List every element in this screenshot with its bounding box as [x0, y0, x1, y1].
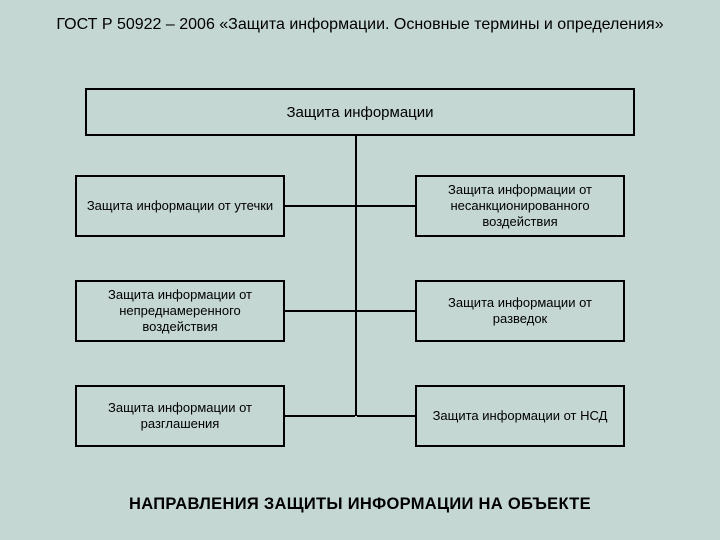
- root-label: Защита информации: [286, 104, 433, 121]
- branch-line: [285, 205, 355, 207]
- node-right-3: Защита информации от НСД: [415, 385, 625, 447]
- node-left-2: Защита информации от непреднамеренного в…: [75, 280, 285, 342]
- node-right-2: Защита информации от разведок: [415, 280, 625, 342]
- node-label: Защита информации от непреднамеренного в…: [85, 287, 275, 336]
- node-label: Защита информации от разведок: [425, 295, 615, 328]
- node-right-1: Защита информации от несанкционированног…: [415, 175, 625, 237]
- branch-line: [357, 415, 415, 417]
- footer-title: НАПРАВЛЕНИЯ ЗАЩИТЫ ИНФОРМАЦИИ НА ОБЪЕКТЕ: [0, 495, 720, 514]
- root-node: Защита информации: [85, 88, 635, 136]
- branch-line: [357, 205, 415, 207]
- trunk-line: [355, 136, 357, 416]
- branch-line: [357, 310, 415, 312]
- page-title: ГОСТ Р 50922 – 2006 «Защита информации. …: [0, 0, 720, 36]
- node-label: Защита информации от разглашения: [85, 400, 275, 433]
- node-left-1: Защита информации от утечки: [75, 175, 285, 237]
- node-label: Защита информации от утечки: [87, 198, 273, 214]
- branch-line: [285, 310, 355, 312]
- node-label: Защита информации от НСД: [433, 408, 608, 424]
- node-left-3: Защита информации от разглашения: [75, 385, 285, 447]
- branch-line: [285, 415, 355, 417]
- node-label: Защита информации от несанкционированног…: [425, 182, 615, 231]
